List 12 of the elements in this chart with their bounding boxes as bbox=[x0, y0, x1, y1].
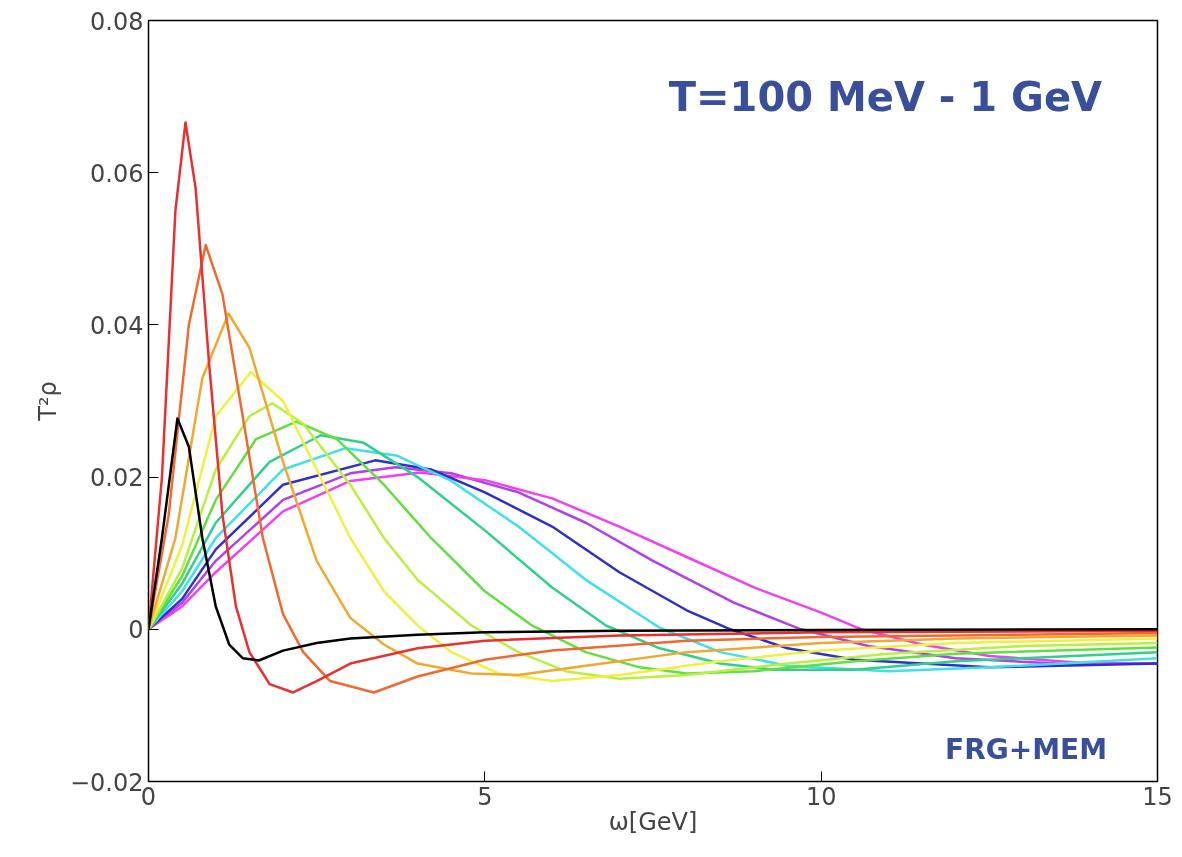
y-tick-label: 0 bbox=[128, 616, 144, 645]
y-axis-title: T²ρ bbox=[33, 381, 62, 422]
y-tick-label: 0.02 bbox=[90, 464, 144, 493]
x-axis-title: ω[GeV] bbox=[608, 807, 698, 836]
x-tick-label: 5 bbox=[477, 782, 493, 811]
annotation: FRG+MEM bbox=[945, 733, 1108, 767]
y-tick-label: 0.06 bbox=[90, 159, 144, 188]
y-tick-label: 0.04 bbox=[90, 311, 144, 340]
y-tick-label: 0.08 bbox=[90, 7, 144, 36]
x-tick-label: 15 bbox=[1142, 782, 1173, 811]
x-tick-label: 10 bbox=[805, 782, 837, 811]
annotation: T=100 MeV - 1 GeV bbox=[668, 73, 1103, 120]
